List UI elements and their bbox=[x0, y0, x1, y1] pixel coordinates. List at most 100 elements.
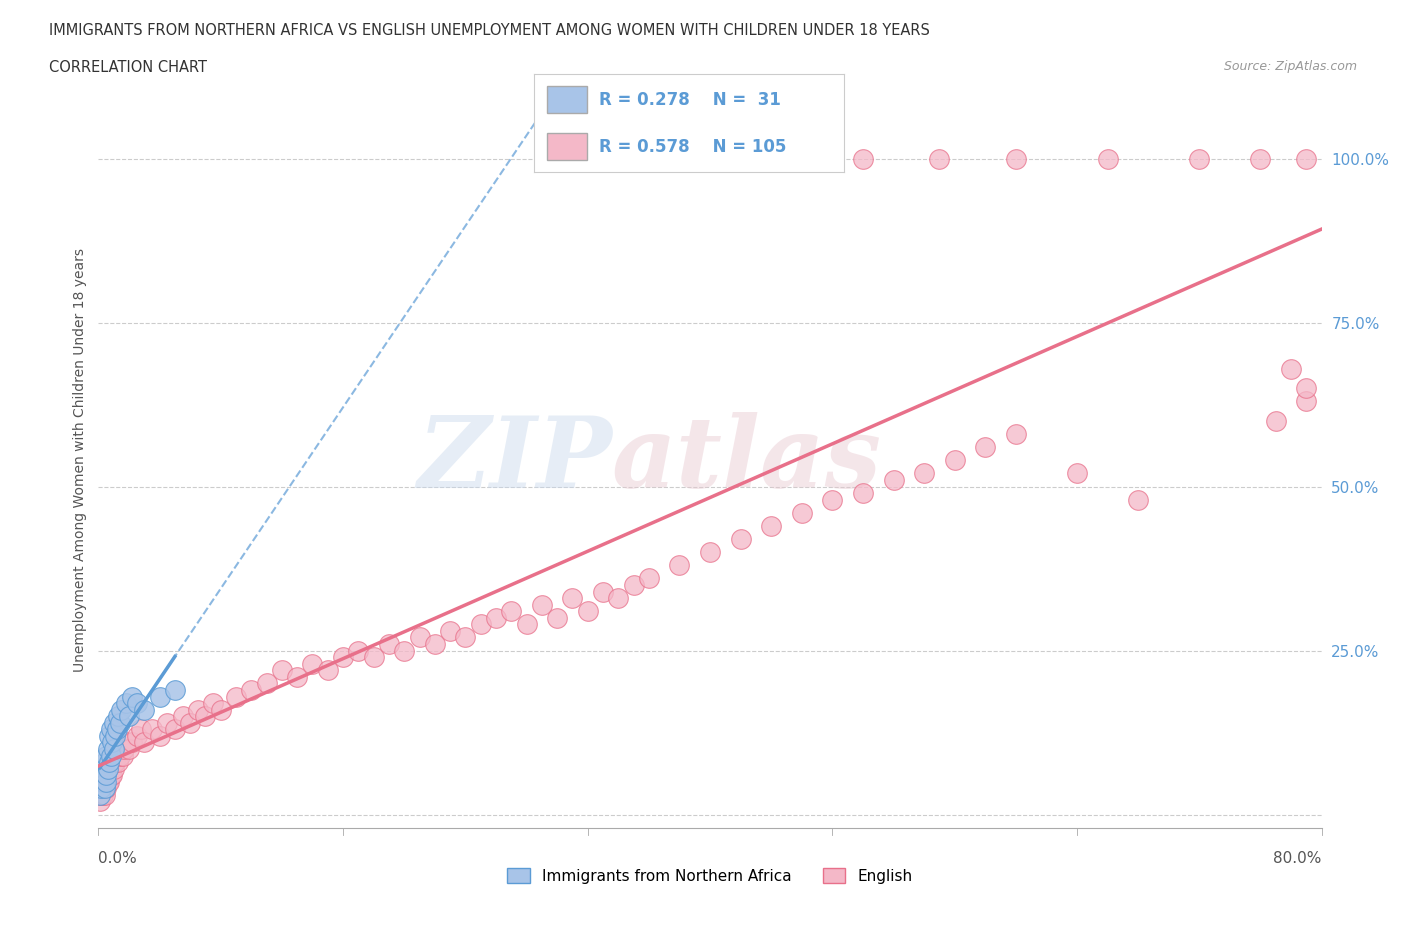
Point bbox=[163, 722, 186, 737]
Point bbox=[699, 545, 721, 560]
Point bbox=[943, 453, 966, 468]
Point bbox=[1279, 361, 1302, 376]
Point bbox=[378, 637, 401, 652]
Point bbox=[93, 781, 115, 796]
Point bbox=[100, 762, 122, 777]
Point bbox=[172, 709, 194, 724]
FancyBboxPatch shape bbox=[547, 86, 586, 113]
Point bbox=[1128, 492, 1150, 507]
Point bbox=[1295, 152, 1317, 166]
Point bbox=[363, 650, 385, 665]
Text: atlas: atlas bbox=[612, 412, 882, 509]
Point bbox=[530, 597, 553, 612]
Point bbox=[1004, 152, 1026, 166]
Point bbox=[111, 748, 134, 763]
Point bbox=[90, 775, 112, 790]
Point bbox=[98, 762, 121, 777]
Point bbox=[561, 591, 583, 605]
Point bbox=[332, 650, 354, 665]
Point bbox=[94, 748, 117, 763]
Point bbox=[163, 683, 186, 698]
Point bbox=[1295, 380, 1317, 395]
Point bbox=[607, 591, 630, 605]
Point bbox=[1188, 152, 1211, 166]
Point bbox=[408, 630, 430, 644]
Point bbox=[103, 715, 125, 730]
Text: R = 0.278    N =  31: R = 0.278 N = 31 bbox=[599, 91, 782, 109]
Point bbox=[668, 558, 690, 573]
Point bbox=[546, 610, 568, 625]
Point bbox=[1264, 414, 1286, 429]
Y-axis label: Unemployment Among Women with Children Under 18 years: Unemployment Among Women with Children U… bbox=[73, 248, 87, 672]
Point bbox=[98, 728, 121, 743]
Point bbox=[592, 584, 614, 599]
Point bbox=[134, 702, 156, 717]
Text: Source: ZipAtlas.com: Source: ZipAtlas.com bbox=[1223, 60, 1357, 73]
Point bbox=[316, 663, 339, 678]
Point bbox=[974, 440, 997, 455]
Point bbox=[110, 702, 132, 717]
Point bbox=[1004, 427, 1026, 442]
Point bbox=[93, 788, 115, 803]
Point bbox=[89, 788, 111, 803]
Point bbox=[392, 644, 416, 658]
Point bbox=[91, 775, 114, 790]
Point bbox=[89, 794, 111, 809]
Point bbox=[97, 762, 120, 777]
Point bbox=[1295, 394, 1317, 409]
Point bbox=[98, 754, 121, 769]
Point bbox=[1097, 152, 1119, 166]
Point bbox=[759, 519, 782, 534]
Point bbox=[821, 492, 844, 507]
Point bbox=[103, 741, 125, 756]
Point bbox=[94, 768, 117, 783]
Point bbox=[104, 728, 127, 743]
Point bbox=[104, 754, 127, 769]
Point bbox=[501, 604, 523, 618]
Point bbox=[285, 670, 308, 684]
Point bbox=[93, 781, 115, 796]
Point bbox=[623, 578, 645, 592]
Point bbox=[125, 728, 148, 743]
Point bbox=[637, 571, 661, 586]
Point bbox=[103, 754, 125, 769]
Text: 0.0%: 0.0% bbox=[98, 851, 138, 866]
Point bbox=[187, 702, 209, 717]
Point bbox=[775, 152, 797, 166]
Point bbox=[790, 505, 813, 520]
Point bbox=[101, 735, 124, 750]
Point bbox=[516, 617, 538, 631]
Point bbox=[125, 696, 148, 711]
Point bbox=[108, 748, 131, 763]
Point bbox=[94, 781, 117, 796]
Point bbox=[94, 775, 117, 790]
Point bbox=[97, 768, 120, 783]
Point bbox=[100, 722, 122, 737]
Point bbox=[301, 657, 323, 671]
Point bbox=[225, 689, 247, 704]
Point bbox=[100, 768, 122, 783]
Point bbox=[89, 781, 111, 796]
Point bbox=[470, 617, 492, 631]
Point bbox=[1249, 152, 1271, 166]
Text: 80.0%: 80.0% bbox=[1274, 851, 1322, 866]
Point bbox=[912, 466, 935, 481]
Point bbox=[134, 735, 156, 750]
Point bbox=[156, 715, 179, 730]
Point bbox=[485, 610, 508, 625]
Point bbox=[90, 788, 112, 803]
Point bbox=[91, 762, 114, 777]
Text: ZIP: ZIP bbox=[418, 412, 612, 509]
Point bbox=[112, 741, 135, 756]
Point bbox=[101, 768, 124, 783]
Legend: Immigrants from Northern Africa, English: Immigrants from Northern Africa, English bbox=[501, 862, 920, 890]
Point bbox=[576, 604, 599, 618]
Point bbox=[93, 768, 115, 783]
Point bbox=[623, 152, 645, 166]
Point bbox=[699, 152, 721, 166]
Point bbox=[94, 775, 117, 790]
Text: IMMIGRANTS FROM NORTHERN AFRICA VS ENGLISH UNEMPLOYMENT AMONG WOMEN WITH CHILDRE: IMMIGRANTS FROM NORTHERN AFRICA VS ENGLI… bbox=[49, 23, 931, 38]
Point bbox=[103, 762, 125, 777]
Text: CORRELATION CHART: CORRELATION CHART bbox=[49, 60, 207, 75]
Point bbox=[89, 788, 111, 803]
